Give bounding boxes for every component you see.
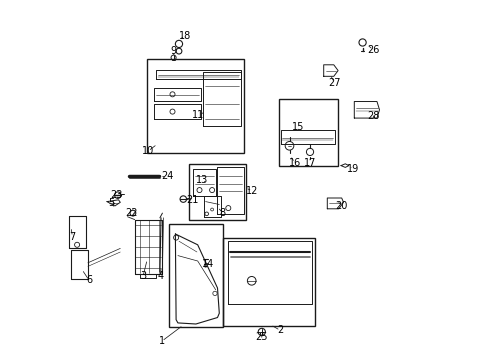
Text: 25: 25 (255, 332, 267, 342)
Text: 28: 28 (366, 111, 379, 121)
Text: 23: 23 (110, 190, 122, 200)
Text: 27: 27 (327, 78, 340, 88)
Text: 17: 17 (303, 158, 316, 168)
Bar (278, 99, 337, 166)
Text: 13: 13 (196, 175, 208, 185)
Text: 19: 19 (346, 164, 359, 174)
Text: 22: 22 (124, 208, 137, 218)
Text: 4: 4 (157, 271, 163, 282)
Text: 15: 15 (291, 122, 304, 132)
Text: 7: 7 (69, 232, 75, 242)
Text: 5: 5 (108, 198, 114, 208)
Bar (147, 59, 244, 153)
Text: 1: 1 (158, 336, 164, 346)
Text: 24: 24 (161, 171, 173, 181)
Text: 6: 6 (86, 275, 92, 285)
Bar (168, 224, 223, 327)
Text: 18: 18 (179, 31, 191, 41)
Text: 12: 12 (246, 186, 258, 196)
Text: 9: 9 (170, 46, 176, 56)
Text: 10: 10 (142, 146, 154, 156)
Text: 16: 16 (288, 158, 301, 168)
Bar (223, 238, 314, 326)
Text: 8: 8 (220, 208, 225, 218)
Text: 21: 21 (186, 195, 198, 205)
Text: 20: 20 (334, 201, 346, 211)
Text: 2: 2 (277, 325, 283, 336)
Text: 3: 3 (140, 271, 146, 282)
Bar (188, 164, 246, 220)
Text: 14: 14 (202, 258, 214, 269)
Text: 11: 11 (192, 110, 204, 120)
Text: 26: 26 (366, 45, 379, 55)
